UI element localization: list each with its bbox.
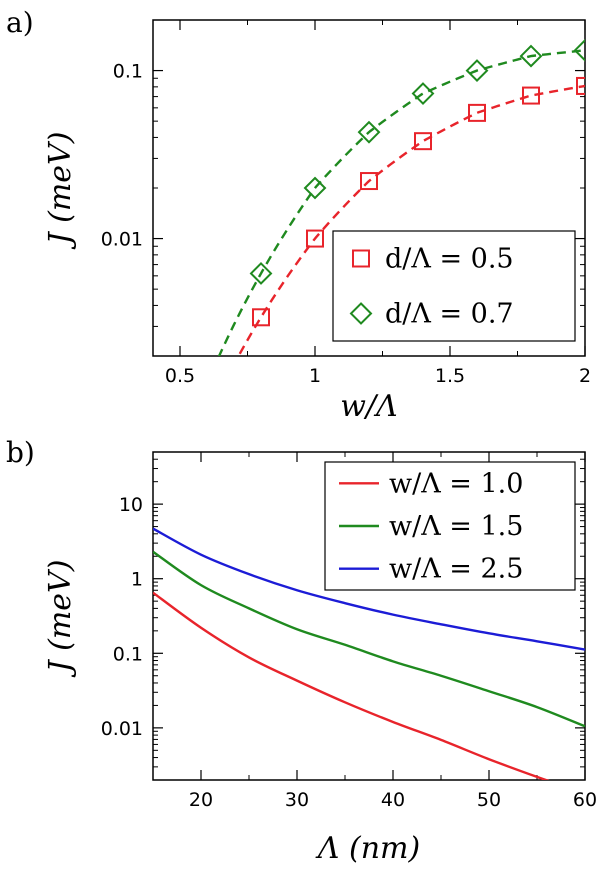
panel-a-x-tick-label: 0.5	[165, 365, 195, 387]
panel-b-y-axis-label: J (meV)	[43, 560, 78, 679]
panel-a-data-point	[360, 172, 378, 191]
panel-a-x-axis-label: w/Λ	[340, 389, 397, 424]
panel-a-legend-label: d/Λ = 0.5	[385, 244, 514, 275]
panel-b-x-tick-label: 40	[381, 789, 405, 811]
panel-b-x-tick-label: 20	[189, 789, 213, 811]
panel-a: a) 0.5 1 1.5 2 0.01 0.1 d/Λ = 0.5 d/Λ = 0.7 w/…	[6, 6, 591, 424]
panel-a-data-point	[357, 120, 381, 144]
panel-b-y-tick-label: 0.1	[113, 643, 143, 665]
panel-a-data-point	[252, 308, 270, 327]
panel-a-data-point	[303, 176, 327, 200]
panel-b-y-tick-label: 0.01	[101, 718, 143, 740]
panel-b-legend-label: w/Λ = 1.5	[389, 511, 523, 542]
panel-a-x-tick-label: 1.5	[435, 365, 465, 387]
panel-b-legend: w/Λ = 1.0 w/Λ = 1.5 w/Λ = 2.5	[324, 461, 576, 591]
panel-a-data-point	[249, 262, 273, 285]
panel-a-y-axis-label: J (meV)	[43, 132, 78, 251]
panel-a-legend-box	[332, 230, 576, 342]
panel-b-plot-frame	[152, 451, 586, 781]
panel-a-data-point	[519, 44, 543, 68]
panel-b-x-tick-label: 50	[477, 789, 501, 811]
panel-a-x-tick-label: 2	[579, 365, 591, 387]
panel-b-series-line-1	[153, 591, 550, 780]
panel-a-data-point	[522, 86, 540, 105]
panel-b-y-tick-label: 10	[119, 494, 143, 516]
panel-a-series-line-2	[217, 49, 585, 356]
panel-a-y-tick-label: 0.01	[101, 229, 143, 251]
panel-a-legend-marker	[349, 302, 373, 325]
panel-a-legend-label: d/Λ = 0.7	[385, 299, 514, 330]
panel-b-legend-label: w/Λ = 2.5	[389, 554, 523, 585]
panel-a-data-point	[576, 76, 585, 95]
panel-b-label: b)	[6, 436, 35, 469]
panel-b-x-tick-label: 60	[573, 789, 597, 811]
panel-b-y-tick-label: 1	[131, 569, 143, 591]
panel-a-label: a)	[6, 6, 34, 39]
panel-a-data-point	[414, 132, 432, 151]
panel-a-x-tick-label: 1	[309, 365, 321, 387]
panel-a-y-tick-label: 0.1	[113, 61, 143, 83]
panel-a-legend: d/Λ = 0.5 d/Λ = 0.7	[332, 230, 576, 342]
panel-b-series-line-2	[153, 550, 585, 728]
panel-a-legend-marker	[352, 249, 370, 268]
panel-b-x-tick-label: 30	[285, 789, 309, 811]
panel-b-series-line-3	[153, 527, 585, 651]
panel-a-data-point	[573, 38, 585, 62]
panel-a-data-point	[306, 229, 324, 248]
panel-b-x-axis-label: Λ (nm)	[315, 831, 420, 866]
panel-a-data-point	[468, 103, 486, 122]
panel-a-data-point	[411, 82, 435, 105]
panel-a-data-point	[465, 59, 489, 82]
panel-b-legend-label: w/Λ = 1.0	[389, 468, 523, 499]
